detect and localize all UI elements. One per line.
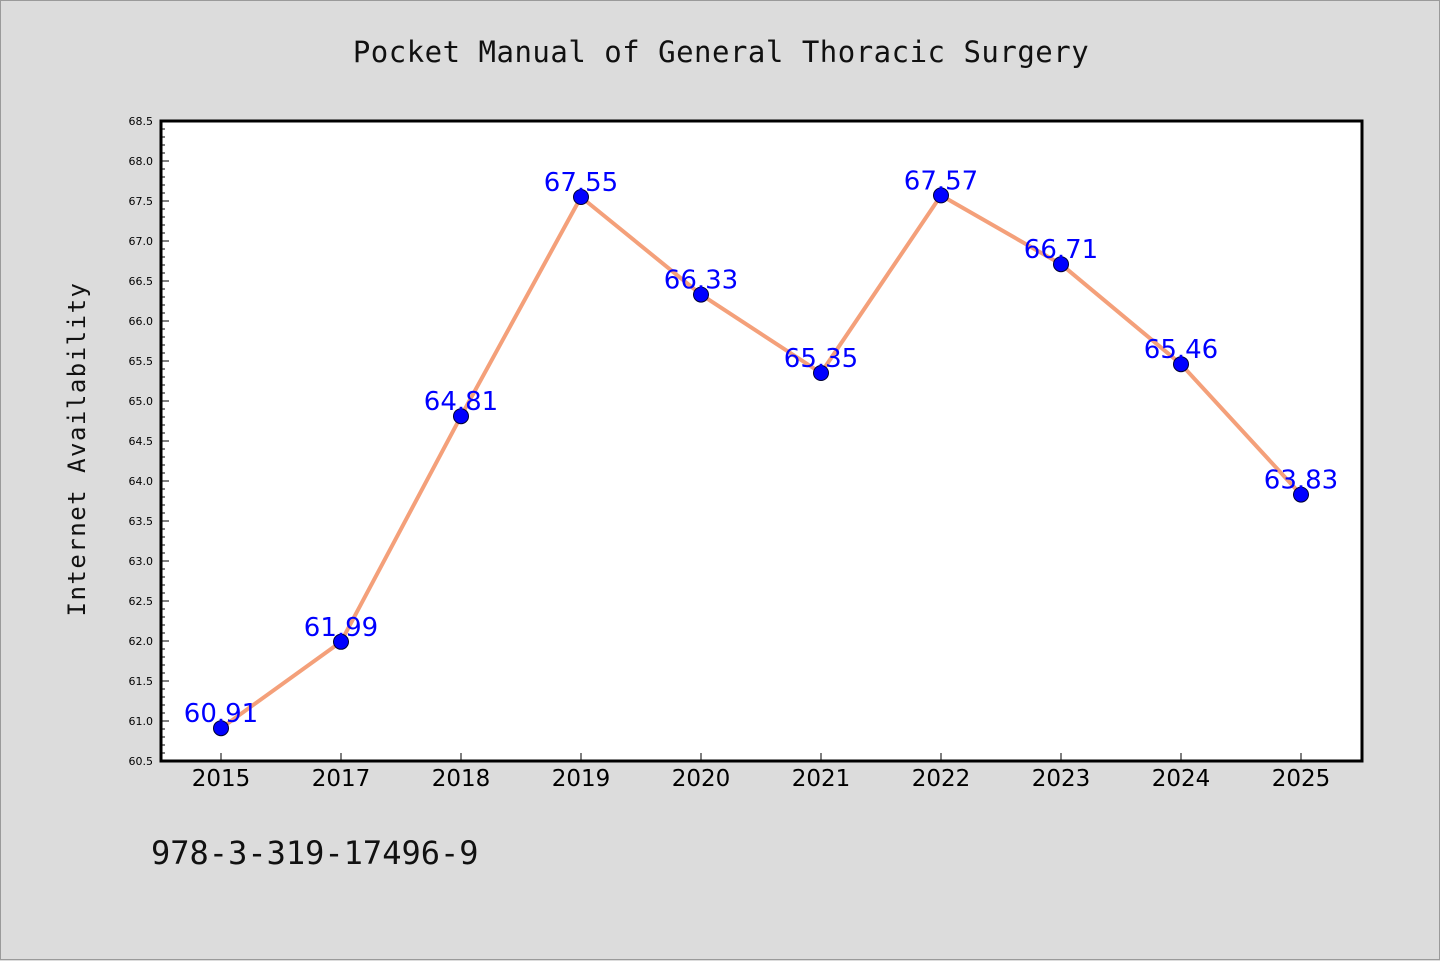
y-tick-label: 67.0 <box>129 235 154 248</box>
y-tick-label: 67.5 <box>129 195 154 208</box>
data-point <box>693 286 709 303</box>
data-point <box>573 189 589 205</box>
x-tick-label: 2023 <box>1032 766 1091 792</box>
x-tick-labels: 2015 2017 2018 2019 2020 2021 2022 2023 2024 2025 <box>192 766 1331 792</box>
y-tick-label: 62.0 <box>129 635 154 648</box>
x-tick-label: 2020 <box>672 766 731 792</box>
data-label: 65.46 <box>1144 335 1218 365</box>
y-tick-label: 63.0 <box>129 555 154 568</box>
y-tick-label: 68.0 <box>129 155 154 168</box>
chart-title: Pocket Manual of General Thoracic Surger… <box>352 35 1090 69</box>
x-tick-label: 2025 <box>1272 766 1331 792</box>
data-label: 66.71 <box>1024 235 1098 265</box>
x-tick-label: 2018 <box>432 766 491 792</box>
data-label: 66.33 <box>664 266 738 296</box>
data-label: 61.99 <box>304 613 378 643</box>
data-point <box>1293 486 1309 503</box>
x-tick-label: 2024 <box>1152 766 1211 792</box>
data-markers <box>213 187 1309 737</box>
x-tick-label: 2017 <box>312 766 371 792</box>
y-tick-label: 65.5 <box>129 355 154 368</box>
y-tick-label: 64.5 <box>129 435 154 448</box>
y-tick-label: 64.0 <box>129 475 154 488</box>
data-label: 60.91 <box>184 699 258 729</box>
y-tick-label: 68.5 <box>129 115 154 128</box>
plot-frame <box>159 119 1364 763</box>
data-point <box>333 633 349 650</box>
x-tick-label: 2021 <box>792 766 851 792</box>
data-label: 64.81 <box>424 387 498 417</box>
y-tick-label: 61.0 <box>129 715 154 728</box>
plot-area <box>161 121 1362 761</box>
isbn-text: 978-3-319-17496-9 <box>151 834 479 872</box>
data-point <box>813 365 829 381</box>
y-tick-labels: 60.5 61.0 61.5 62.0 62.5 63.0 63.5 64.0 64.5 65.0… <box>129 115 154 768</box>
y-tick-label: 65.0 <box>129 395 154 408</box>
y-tick-label: 66.0 <box>129 315 154 328</box>
y-tick-label: 63.5 <box>129 515 154 528</box>
data-point <box>213 720 229 737</box>
data-labels: 60.91 61.99 64.81 67.55 66.33 65.35 67.57 66.71… <box>184 166 1338 729</box>
y-tick-label: 66.5 <box>129 275 154 288</box>
data-label: 67.55 <box>544 168 618 198</box>
x-tick-label: 2015 <box>192 766 251 792</box>
data-point <box>453 408 469 425</box>
data-label: 65.35 <box>784 344 858 374</box>
x-tick-label: 2019 <box>552 766 611 792</box>
y-tick-label: 62.5 <box>129 595 154 608</box>
data-point <box>1053 256 1069 273</box>
data-point <box>1173 356 1189 373</box>
series-line <box>219 193 1303 731</box>
y-tick-label: 60.5 <box>129 755 154 768</box>
x-tick-label: 2022 <box>912 766 971 792</box>
data-point <box>933 187 949 204</box>
data-label: 63.83 <box>1264 466 1338 496</box>
data-label: 67.57 <box>904 166 978 196</box>
y-tick-label: 61.5 <box>129 675 154 688</box>
